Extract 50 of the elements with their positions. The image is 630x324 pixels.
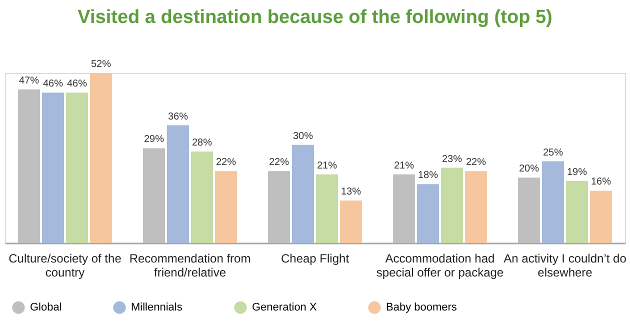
bar <box>268 171 290 243</box>
data-label: 21% <box>316 160 338 172</box>
bar <box>143 148 165 243</box>
data-label: 52% <box>90 59 112 70</box>
x-tick-label: Cheap Flight <box>280 252 350 266</box>
data-label: 25% <box>542 147 564 158</box>
x-tick-label: An activity I couldn’t do elsewhere <box>504 252 627 280</box>
data-label: 23% <box>442 154 462 165</box>
data-label: 47% <box>18 75 40 86</box>
x-tick-label: Culture/society of the country <box>8 252 122 280</box>
data-label: 22% <box>216 157 236 168</box>
data-label: 22% <box>466 157 486 168</box>
bar <box>215 171 237 243</box>
data-label: 20% <box>518 164 540 175</box>
bar <box>18 89 40 243</box>
bar <box>542 161 564 243</box>
data-label: 18% <box>418 170 438 182</box>
bar <box>417 184 439 243</box>
bar <box>566 180 588 243</box>
data-label: 36% <box>168 111 188 122</box>
bar <box>42 92 64 243</box>
data-label: 28% <box>192 137 212 148</box>
bar <box>518 178 540 243</box>
data-label: 30% <box>292 130 314 142</box>
bar <box>167 125 189 243</box>
bar <box>441 168 463 243</box>
data-label: 29% <box>144 134 164 146</box>
bar <box>590 190 612 243</box>
bar <box>393 174 415 243</box>
bar <box>340 200 362 243</box>
bar <box>191 151 213 243</box>
x-tick-label: Recommendation from friend/relative <box>129 252 251 280</box>
chart-title: Visited a destination because of the following (top 5) <box>78 7 552 28</box>
legend-label: Generation X <box>252 302 318 314</box>
legend-label: Global <box>30 302 62 314</box>
bar <box>292 144 314 243</box>
data-label: 22% <box>268 157 290 168</box>
data-label: 16% <box>590 176 612 188</box>
x-tick-label: Accommodation had special offer or package <box>376 252 504 280</box>
legend-label: Millennials <box>131 302 183 314</box>
data-label: 46% <box>66 78 88 90</box>
data-label: 46% <box>42 78 64 90</box>
legend-label: Baby boomers <box>386 302 458 314</box>
data-label: 21% <box>394 160 414 172</box>
bar <box>465 171 487 243</box>
bar <box>90 73 112 243</box>
data-label: 13% <box>340 186 362 198</box>
data-label: 19% <box>566 166 588 178</box>
bar <box>316 174 338 243</box>
bar <box>66 92 88 243</box>
